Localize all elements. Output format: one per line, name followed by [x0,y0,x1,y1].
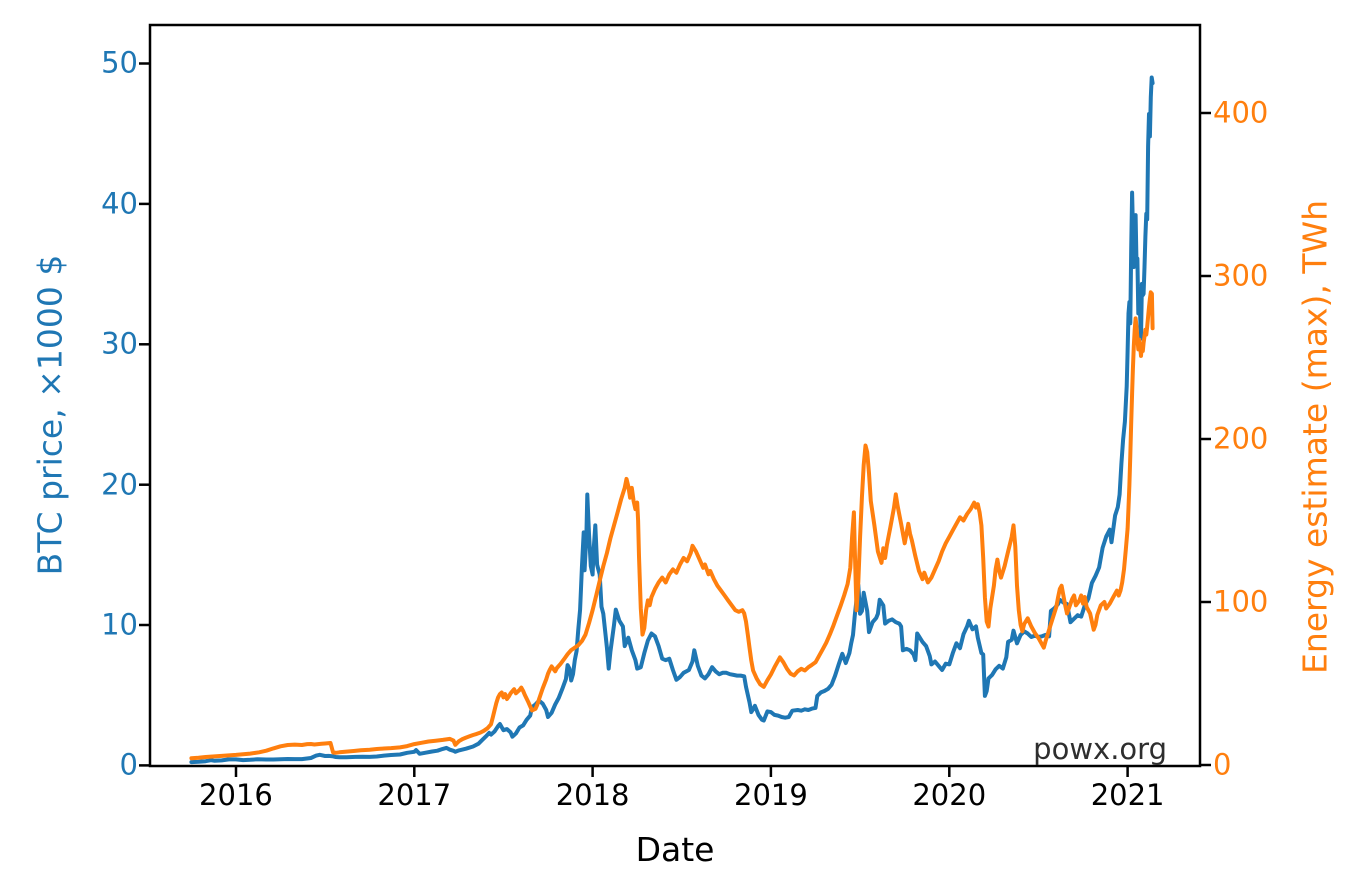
right-tick-label: 300 [1213,258,1269,293]
x-axis-title: Date [635,830,715,869]
left-tick-label: 20 [101,467,138,502]
x-tick-label: 2021 [1090,778,1165,812]
x-tick-label: 2019 [734,778,808,812]
right-tick-label: 100 [1213,584,1269,619]
left-tick-label: 40 [101,186,138,221]
left-tick-label: 0 [119,747,138,782]
left-tick-label: 10 [101,607,138,642]
right-tick-label: 200 [1213,421,1269,456]
left-axis-title: BTC price, ×1000 $ [30,254,70,576]
right-axis-title: Energy estimate (max), TWh [1295,199,1335,675]
x-tick-label: 2016 [199,778,273,812]
btc-price-line [189,75,1155,765]
left-tick-label: 50 [101,45,138,80]
x-tick-label: 2018 [555,778,630,812]
watermark: powx.org [1033,732,1167,766]
left-tick-label: 30 [101,326,138,361]
x-tick-label: 2017 [377,778,452,812]
right-tick-label: 0 [1213,747,1232,782]
axis-ticks [139,62,1211,777]
energy-estimate-line [189,290,1155,761]
x-tick-label: 2020 [912,778,987,812]
right-tick-label: 400 [1213,95,1269,130]
plot-border [148,23,1202,768]
